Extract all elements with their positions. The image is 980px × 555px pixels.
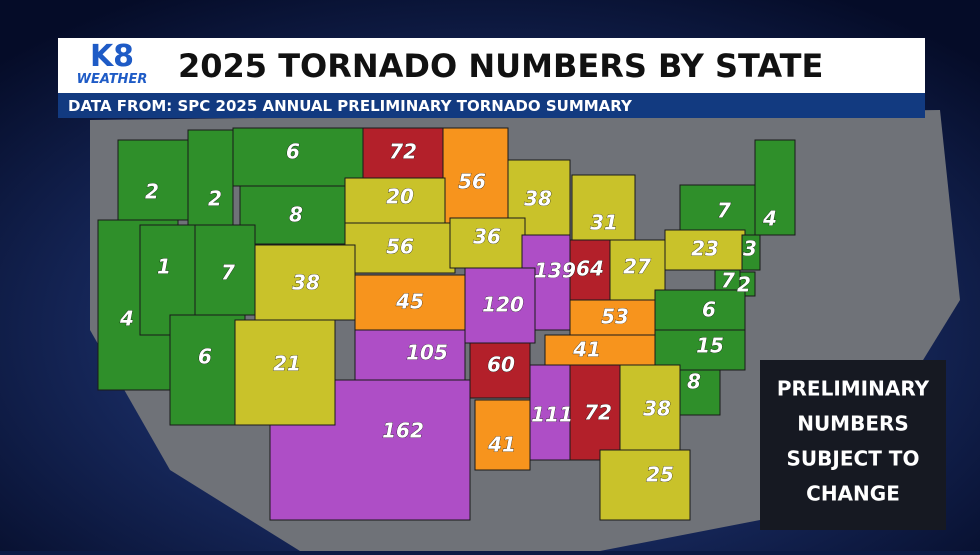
note-line: CHANGE bbox=[806, 482, 900, 506]
note: PRELIMINARY NUMBERS SUBJECT TO CHANGE bbox=[777, 377, 930, 506]
state-shape bbox=[194, 224, 256, 316]
state-count: 21 bbox=[273, 352, 301, 376]
state-count: 31 bbox=[590, 211, 618, 235]
note-line: SUBJECT TO bbox=[787, 447, 920, 471]
state-shape bbox=[239, 185, 346, 245]
state-count: 120 bbox=[482, 293, 524, 317]
state-shape bbox=[599, 449, 691, 521]
state-count: 38 bbox=[292, 271, 320, 295]
state-count: 27 bbox=[623, 255, 651, 279]
state-shape bbox=[344, 177, 446, 224]
state-shape bbox=[354, 274, 466, 331]
state-shape bbox=[234, 319, 336, 426]
state-count: 139 bbox=[534, 259, 576, 283]
state-count: 111 bbox=[531, 403, 573, 427]
state-count: 7 bbox=[221, 261, 235, 285]
state-count: 4 bbox=[762, 207, 777, 231]
subtitle-bar bbox=[58, 93, 925, 118]
state-count: 4 bbox=[119, 307, 134, 331]
state-count: 6 bbox=[702, 298, 716, 322]
state-count: 72 bbox=[389, 140, 417, 164]
state-shape bbox=[664, 229, 746, 271]
state-shape bbox=[474, 399, 531, 471]
state-count: 1 bbox=[157, 255, 171, 279]
state-count: 2 bbox=[208, 187, 222, 211]
state-count: 56 bbox=[386, 235, 414, 259]
state-count: 2 bbox=[145, 180, 159, 204]
state-count: 38 bbox=[524, 187, 552, 211]
state-shape bbox=[654, 329, 746, 371]
state-count: 53 bbox=[601, 305, 629, 329]
subtitle: DATA FROM: SPC 2025 ANNUAL PRELIMINARY T… bbox=[68, 97, 633, 115]
state-shape bbox=[569, 299, 656, 341]
state-count: 162 bbox=[382, 419, 424, 443]
states bbox=[97, 127, 796, 521]
state-shape bbox=[169, 314, 246, 426]
state-shape bbox=[569, 364, 621, 461]
state-shape bbox=[449, 217, 526, 269]
state-count: 56 bbox=[458, 170, 486, 194]
title: 2025 TORNADO NUMBERS BY STATE bbox=[178, 47, 823, 85]
state-shape bbox=[354, 329, 466, 381]
state-count: 8 bbox=[687, 370, 701, 394]
state-shape bbox=[679, 184, 756, 236]
state-count: 23 bbox=[691, 237, 719, 261]
state-shape bbox=[464, 267, 536, 344]
state-count: 3 bbox=[743, 237, 757, 261]
state-count: 6 bbox=[286, 140, 300, 164]
header-bar bbox=[58, 38, 925, 93]
state-count: 25 bbox=[646, 463, 674, 487]
state-count: 20 bbox=[386, 185, 414, 209]
state-count: 15 bbox=[696, 334, 724, 358]
state-shape bbox=[571, 174, 636, 248]
state-shape bbox=[187, 129, 234, 226]
state-count: 7 bbox=[721, 269, 735, 293]
state-count: 2 bbox=[737, 273, 751, 297]
state-count: 36 bbox=[473, 225, 501, 249]
state-count: 64 bbox=[576, 257, 604, 281]
state-shape bbox=[619, 364, 681, 456]
note-box bbox=[760, 360, 946, 530]
state-count: 38 bbox=[643, 397, 671, 421]
state-count: 41 bbox=[487, 433, 516, 457]
state-count: 8 bbox=[289, 203, 303, 227]
logo-word: WEATHER bbox=[77, 72, 148, 87]
note-line: PRELIMINARY bbox=[777, 377, 930, 401]
state-shape bbox=[544, 334, 656, 366]
note-line: NUMBERS bbox=[797, 412, 909, 436]
state-shape bbox=[754, 139, 796, 236]
logo-number: K8 bbox=[90, 39, 134, 74]
state-count: 41 bbox=[572, 338, 601, 362]
state-count: 105 bbox=[406, 341, 448, 365]
state-shape bbox=[469, 342, 531, 399]
state-shape bbox=[654, 289, 746, 331]
state-count: 7 bbox=[717, 199, 731, 223]
state-count: 6 bbox=[198, 345, 212, 369]
state-count: 60 bbox=[487, 353, 515, 377]
state-count: 45 bbox=[395, 290, 424, 314]
state-shape bbox=[741, 234, 761, 271]
state-count: 72 bbox=[584, 401, 612, 425]
